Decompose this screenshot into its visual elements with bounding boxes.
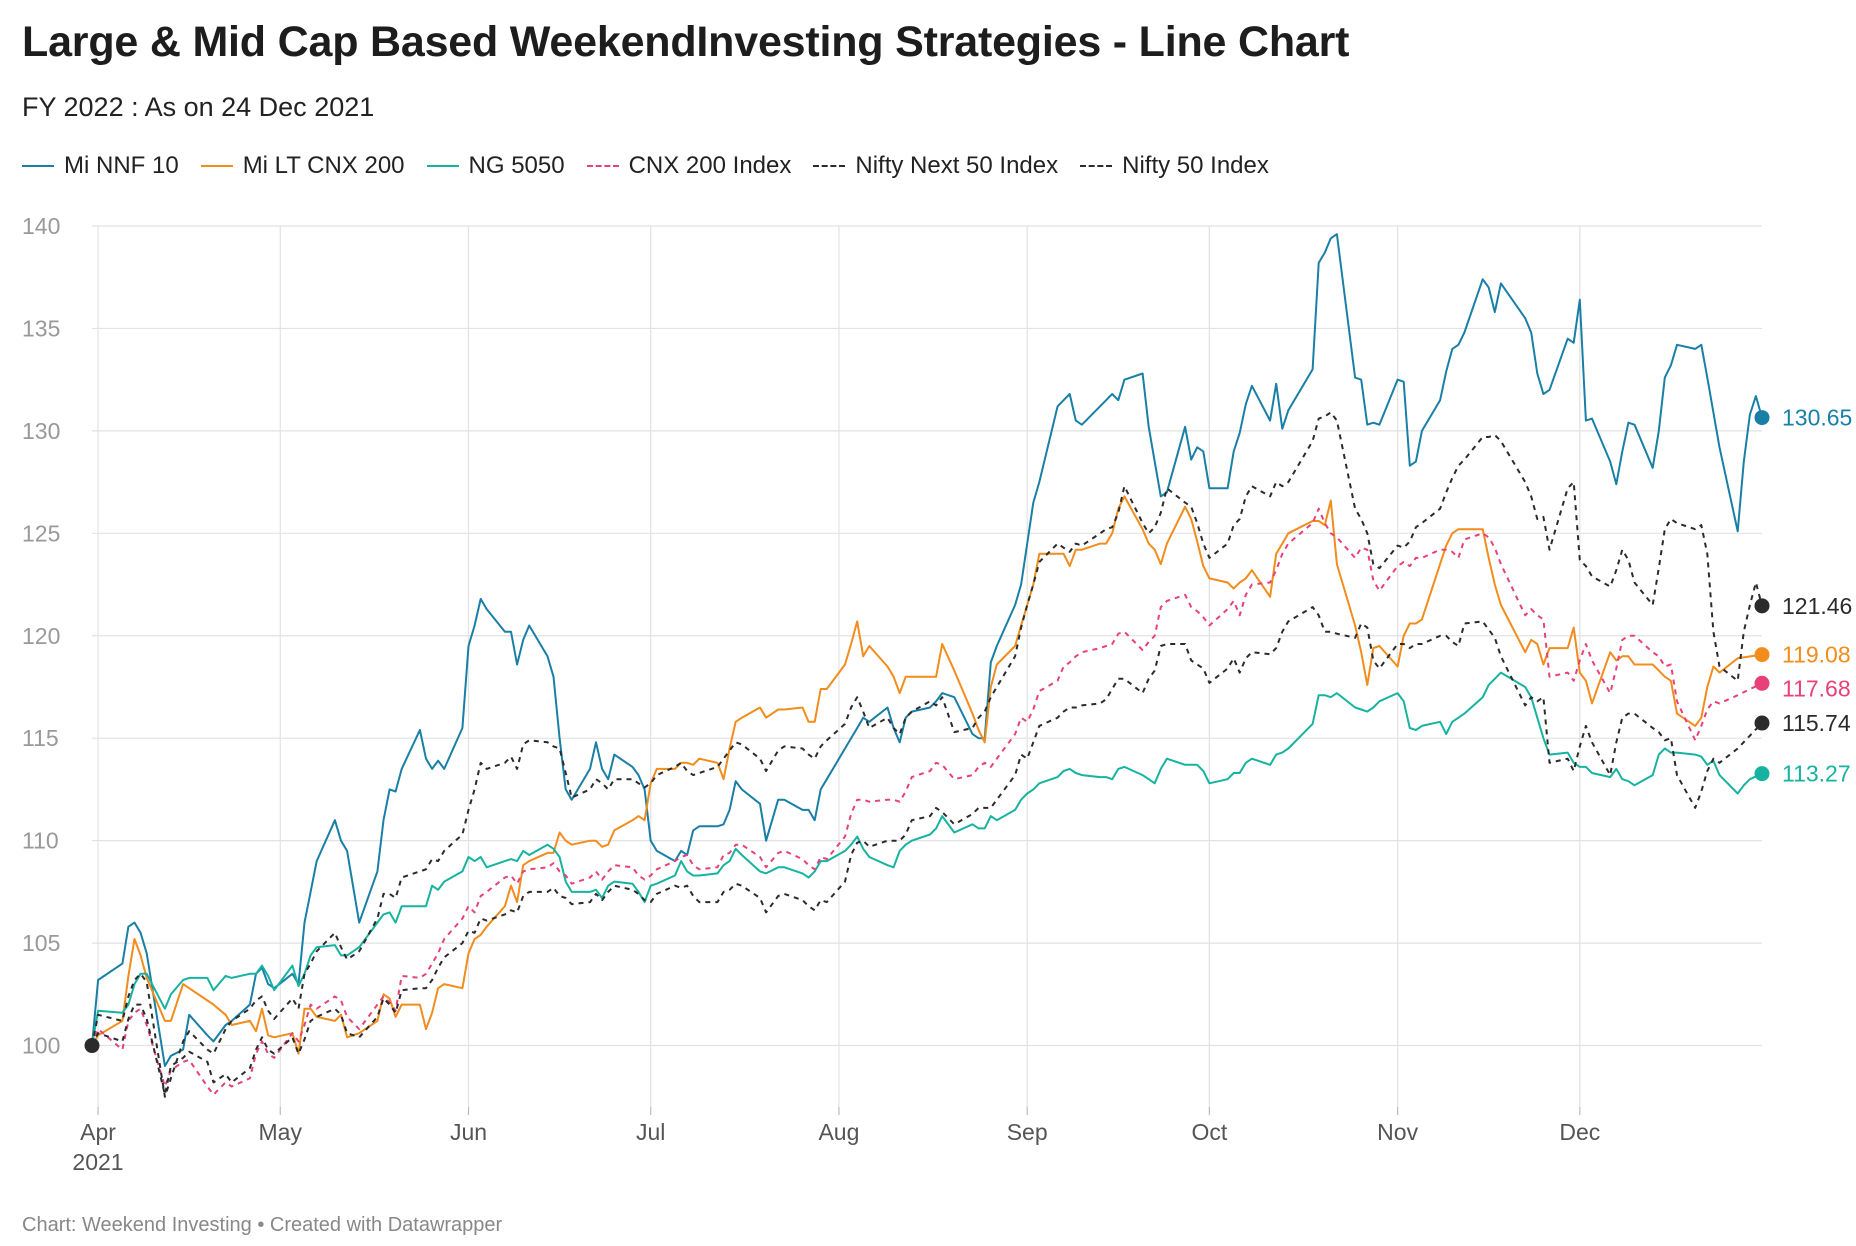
- legend-item: NG 5050: [426, 152, 565, 180]
- end-value-label: 115.74: [1782, 710, 1851, 736]
- chart-legend: Mi NNF 10 Mi LT CNX 200 NG 5050 CNX 200 Ind…: [22, 152, 1291, 180]
- y-tick-label: 110: [22, 828, 59, 854]
- y-tick-label: 105: [22, 930, 60, 956]
- end-point-marker: [1754, 766, 1770, 782]
- y-tick-label: 140: [22, 213, 60, 239]
- y-tick-label: 135: [22, 315, 60, 341]
- x-tick-label: Aug: [818, 1119, 859, 1145]
- legend-swatch: [1080, 165, 1113, 167]
- start-point-marker: [84, 1038, 100, 1054]
- end-point-marker: [1754, 715, 1770, 731]
- x-tick-label: Dec: [1559, 1119, 1600, 1145]
- end-value-label: 119.08: [1782, 642, 1851, 668]
- end-point-marker: [1754, 647, 1770, 663]
- legend-item: CNX 200 Index: [586, 152, 792, 180]
- legend-item: Nifty Next 50 Index: [813, 152, 1058, 180]
- y-tick-label: 125: [22, 520, 60, 546]
- series-line: [91, 495, 1763, 1055]
- x-tick-label: Nov: [1377, 1119, 1418, 1145]
- end-point-marker: [1754, 598, 1770, 614]
- x-tick-label: Jul: [636, 1119, 665, 1145]
- y-tick-label: 100: [22, 1033, 60, 1059]
- y-tick-label: 115: [22, 725, 59, 751]
- legend-label: Mi NNF 10: [64, 152, 179, 179]
- series-line: [91, 606, 1763, 1096]
- y-tick-label: 120: [22, 623, 60, 649]
- chart-subtitle: FY 2022 : As on 24 Dec 2021: [22, 92, 375, 122]
- series-line: [91, 507, 1763, 1096]
- legend-item: Mi NNF 10: [22, 152, 179, 180]
- series-line: [91, 671, 1763, 1046]
- chart-title: Large & Mid Cap Based WeekendInvesting S…: [22, 18, 1350, 66]
- x-tick-label: May: [259, 1119, 303, 1145]
- legend-swatch: [813, 165, 846, 167]
- end-value-label: 113.27: [1782, 761, 1851, 787]
- legend-label: NG 5050: [468, 152, 565, 179]
- end-point-marker: [1754, 675, 1770, 691]
- y-tick-label: 130: [22, 418, 60, 444]
- legend-label: Nifty Next 50 Index: [855, 152, 1059, 179]
- legend-swatch: [426, 165, 459, 167]
- end-value-label: 130.65: [1782, 405, 1852, 431]
- end-value-label: 121.46: [1782, 593, 1852, 619]
- legend-label: Nifty 50 Index: [1122, 152, 1269, 179]
- end-point-marker: [1754, 410, 1770, 426]
- legend-item: Nifty 50 Index: [1080, 152, 1269, 180]
- legend-item: Mi LT CNX 200: [200, 152, 405, 180]
- x-tick-sublabel: 2021: [72, 1149, 123, 1175]
- chart-credit: Chart: Weekend Investing • Created with …: [22, 1214, 503, 1236]
- x-tick-label: Oct: [1191, 1119, 1227, 1145]
- legend-label: CNX 200 Index: [628, 152, 792, 179]
- legend-swatch: [200, 165, 233, 167]
- series-line: [91, 233, 1763, 1067]
- x-tick-label: Sep: [1007, 1119, 1048, 1145]
- legend-swatch: [22, 165, 54, 167]
- legend-swatch: [586, 165, 619, 167]
- legend-label: Mi LT CNX 200: [242, 152, 405, 179]
- end-value-label: 117.68: [1782, 676, 1851, 702]
- x-tick-label: Apr: [80, 1119, 116, 1145]
- series-line: [91, 411, 1763, 1098]
- x-tick-label: Jun: [450, 1119, 487, 1145]
